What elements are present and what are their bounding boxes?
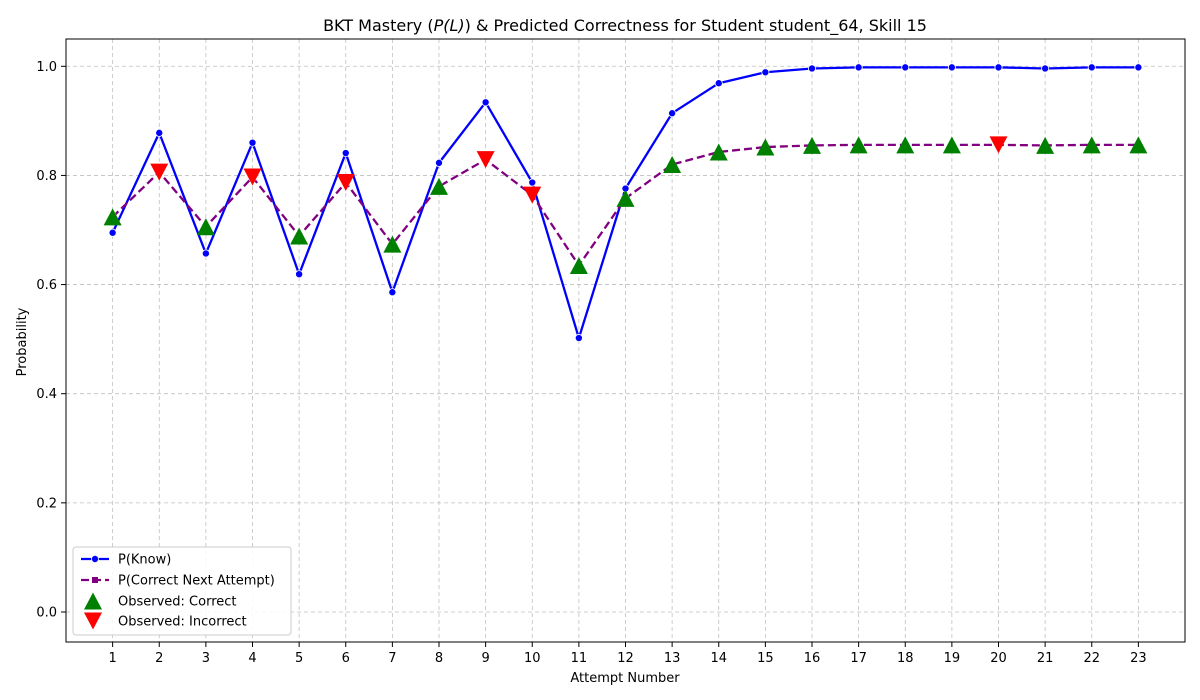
series-point-0	[108, 228, 117, 237]
series-point-0	[388, 288, 397, 297]
x-tick-label: 11	[571, 651, 588, 666]
observed-correct-marker	[803, 136, 821, 154]
observed-incorrect-marker	[243, 168, 262, 186]
series-point-0	[761, 68, 770, 77]
x-tick-label: 17	[850, 651, 867, 666]
observed-correct-marker	[1036, 136, 1055, 154]
series-point-0	[1134, 63, 1143, 72]
legend: P(Know) P(Correct Next Attempt) Observed: …	[72, 546, 292, 636]
legend-box	[72, 546, 292, 636]
legend-label: Observed: Correct	[118, 595, 237, 610]
observed-incorrect-marker	[476, 151, 495, 169]
x-tick-label: 18	[897, 651, 914, 666]
x-tick-label: 3	[202, 651, 210, 666]
series-point-0	[248, 138, 257, 147]
observed-correct-marker	[896, 136, 915, 154]
series-point-0	[155, 128, 164, 137]
series-point-0	[295, 270, 304, 279]
observed-incorrect-marker	[150, 163, 169, 181]
series-point-0	[854, 63, 863, 72]
x-tick-label: 13	[664, 651, 681, 666]
x-tick-label: 12	[617, 651, 634, 666]
chart-title: BKT Mastery (P(L)) & Predicted Correctne…	[323, 16, 927, 36]
x-tick-label: 23	[1130, 651, 1147, 666]
observed-correct-marker	[383, 235, 402, 253]
observed-correct-marker	[430, 177, 448, 195]
x-tick-label: 7	[388, 651, 396, 666]
x-tick-label: 8	[435, 651, 443, 666]
x-tick-label: 20	[990, 651, 1007, 666]
observed-correct-marker	[1082, 136, 1101, 154]
observed-correct-marker	[569, 256, 588, 274]
observed-correct-marker	[290, 227, 309, 245]
y-tick-label: 0.6	[36, 278, 57, 293]
x-tick-label: 9	[481, 651, 489, 666]
series-point-0	[947, 63, 956, 72]
y-tick-label: 0.8	[36, 169, 57, 184]
observed-correct-marker	[942, 136, 961, 154]
x-tick-label: 16	[804, 651, 821, 666]
legend-swatch-marker	[84, 592, 102, 610]
y-axis-title: Probability	[15, 307, 30, 376]
y-tick-label: 1.0	[36, 60, 57, 75]
y-tick-label: 0.0	[36, 605, 57, 620]
observed-correct-marker	[709, 143, 728, 161]
x-tick-label: 14	[710, 651, 727, 666]
x-tick-label: 5	[295, 651, 303, 666]
x-tick-label: 6	[342, 651, 350, 666]
x-tick-label: 1	[108, 651, 116, 666]
series-point-0	[528, 178, 537, 187]
x-tick-label: 4	[248, 651, 256, 666]
observed-incorrect-marker	[523, 186, 542, 204]
series-point-0	[481, 98, 490, 107]
chart-title-suffix: ) & Predicted Correctness for Student st…	[465, 16, 927, 36]
observed-correct-marker	[756, 138, 775, 156]
x-tick-label: 10	[524, 651, 541, 666]
series-point-0	[1087, 63, 1096, 72]
legend-label: P(Correct Next Attempt)	[118, 574, 275, 589]
chart-title-math: P(L)	[434, 16, 465, 35]
observed-incorrect-marker	[336, 174, 355, 192]
observed-markers	[103, 136, 1148, 274]
series-point-0	[714, 79, 723, 88]
series-point-0	[901, 63, 910, 72]
observed-correct-marker	[663, 156, 682, 174]
series-point-0	[341, 149, 350, 158]
observed-correct-marker	[103, 208, 122, 226]
observed-correct-marker	[849, 136, 868, 154]
y-tick-label: 0.2	[36, 496, 57, 511]
series-point-0	[994, 63, 1003, 72]
axis-ticks: 1 2 3 4 5 6 7 8 9 10 11 12 13 14 15 16 17 18 19 20 21 22 230.0…	[36, 60, 1146, 666]
series-point-0	[574, 334, 583, 343]
x-tick-label: 2	[155, 651, 163, 666]
chart-title-prefix: BKT Mastery (	[323, 16, 434, 35]
legend-label: P(Know)	[118, 553, 171, 568]
observed-correct-marker	[1129, 136, 1148, 154]
series-point-0	[668, 109, 677, 118]
y-tick-label: 0.4	[36, 387, 57, 402]
series-point-0	[201, 249, 210, 258]
observed-correct-marker	[616, 189, 635, 207]
x-tick-label: 15	[757, 651, 774, 666]
legend-label: Observed: Incorrect	[118, 615, 247, 630]
observed-incorrect-marker	[989, 136, 1008, 154]
series-point-0	[808, 64, 817, 73]
x-tick-label: 19	[944, 651, 961, 666]
x-axis-title: Attempt Number	[570, 671, 680, 686]
x-tick-label: 21	[1037, 651, 1054, 666]
series-point-0	[1041, 64, 1050, 73]
legend-swatch-marker	[91, 555, 100, 564]
legend-swatch-marker	[92, 577, 98, 583]
observed-correct-marker	[196, 218, 215, 236]
legend-swatch-marker	[84, 612, 102, 630]
x-tick-label: 22	[1083, 651, 1100, 666]
series-point-0	[434, 158, 443, 167]
